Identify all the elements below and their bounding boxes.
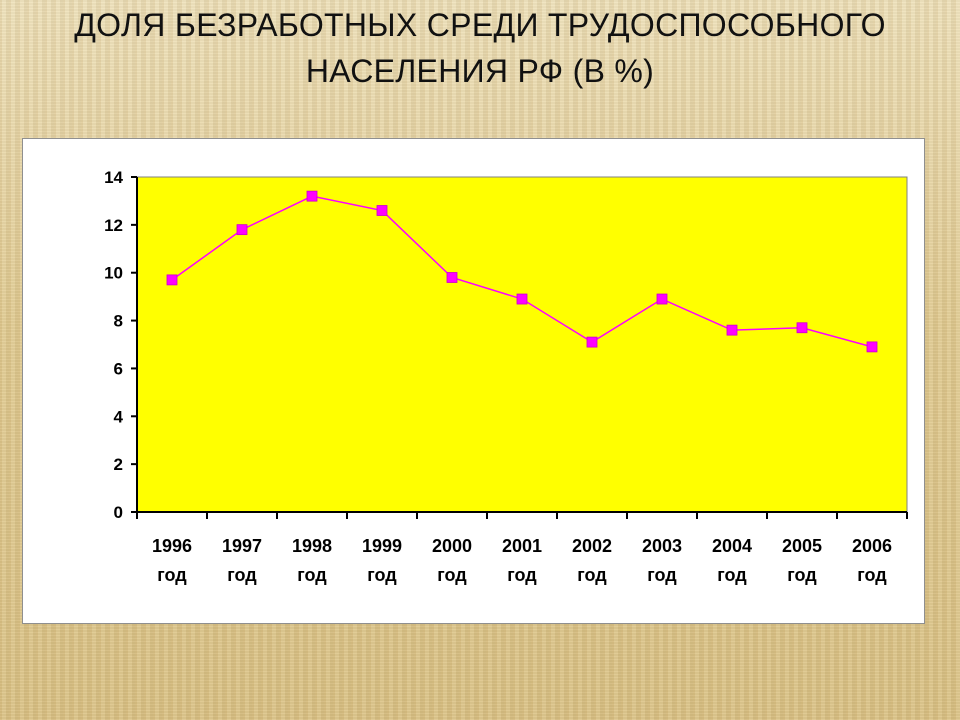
x-axis: 1996 год 1997 год 1998 год 1999 год 2000 год 2001 г… xyxy=(136,511,908,585)
x-tick-label-line: 2004 xyxy=(712,536,752,556)
x-tick-label: 1997 год xyxy=(222,536,262,585)
x-tick-label-line: год xyxy=(647,565,677,585)
data-point xyxy=(236,224,248,236)
y-tick-label: 2 xyxy=(114,455,123,474)
x-tick-label: 1996 год xyxy=(152,536,192,585)
x-tick-label-line: год xyxy=(437,565,467,585)
plot-area xyxy=(136,176,908,513)
data-point xyxy=(306,190,318,202)
x-tick-label-line: год xyxy=(227,565,257,585)
data-point xyxy=(726,324,738,336)
series-unemployment xyxy=(166,190,878,353)
x-tick-label-line: 2006 xyxy=(852,536,892,556)
x-tick-label-line: 2000 xyxy=(432,536,472,556)
y-tick-label: 6 xyxy=(114,359,123,378)
x-tick-label-line: год xyxy=(717,565,747,585)
data-point xyxy=(446,272,458,283)
y-tick-label: 12 xyxy=(104,216,123,235)
data-point xyxy=(166,274,178,286)
y-tick-label: 4 xyxy=(114,407,124,426)
x-tick-label-line: год xyxy=(367,565,397,585)
x-tick-label-line: 1996 xyxy=(152,536,192,556)
x-tick-label-line: год xyxy=(507,565,537,585)
data-point xyxy=(376,205,388,216)
data-point xyxy=(796,322,808,334)
x-tick-label-line: 1998 xyxy=(292,536,332,556)
slide-title-line-2: НАСЕЛЕНИЯ РФ (В %) xyxy=(305,53,655,89)
data-point xyxy=(866,341,878,353)
slide-title-line-1: ДОЛЯ БЕЗРАБОТНЫХ СРЕДИ ТРУДОСПОСОБНОГО xyxy=(74,7,886,43)
x-tick-label-line: 2003 xyxy=(642,536,682,556)
x-tick-label-line: 2001 xyxy=(502,536,542,556)
y-tick-label: 10 xyxy=(104,264,123,283)
chart-area: 0 2 4 6 8 10 12 14 1996 год 1997 год 1998 год 1999 год… xyxy=(22,138,925,624)
data-point xyxy=(516,293,528,305)
slide-title: ДОЛЯ БЕЗРАБОТНЫХ СРЕДИ ТРУДОСПОСОБНОГО Н… xyxy=(0,2,960,94)
x-tick-label-line: 2002 xyxy=(572,536,612,556)
x-tick-label: 2006 год xyxy=(852,536,892,585)
x-tick-label-line: год xyxy=(577,565,607,585)
line-chart: 0 2 4 6 8 10 12 14 1996 год 1997 год 1998 год 1999 год… xyxy=(104,168,908,585)
x-tick-label: 2003 год xyxy=(642,536,682,585)
data-point xyxy=(586,336,598,348)
x-tick-label-line: 1999 xyxy=(362,536,402,556)
x-tick-label: 2000 год xyxy=(432,536,472,585)
x-tick-label-line: 1997 xyxy=(222,536,262,556)
x-tick-label: 2005 год xyxy=(782,536,822,585)
x-tick-label: 2004 год xyxy=(712,536,752,585)
x-tick-label-line: год xyxy=(857,565,887,585)
x-tick-label-line: год xyxy=(157,565,187,585)
x-tick-label-line: 2005 xyxy=(782,536,822,556)
y-tick-label: 8 xyxy=(114,312,123,331)
x-tick-label: 2002 год xyxy=(572,536,612,585)
x-tick-label-line: год xyxy=(297,565,327,585)
y-tick-label: 14 xyxy=(104,168,123,187)
x-tick-label-line: год xyxy=(787,565,817,585)
x-tick-label: 2001 год xyxy=(502,536,542,585)
y-tick-label: 0 xyxy=(114,503,123,522)
x-tick-label: 1999 год xyxy=(362,536,402,585)
x-tick-label: 1998 год xyxy=(292,536,332,585)
data-point xyxy=(656,293,668,305)
y-axis: 0 2 4 6 8 10 12 14 xyxy=(104,168,138,522)
